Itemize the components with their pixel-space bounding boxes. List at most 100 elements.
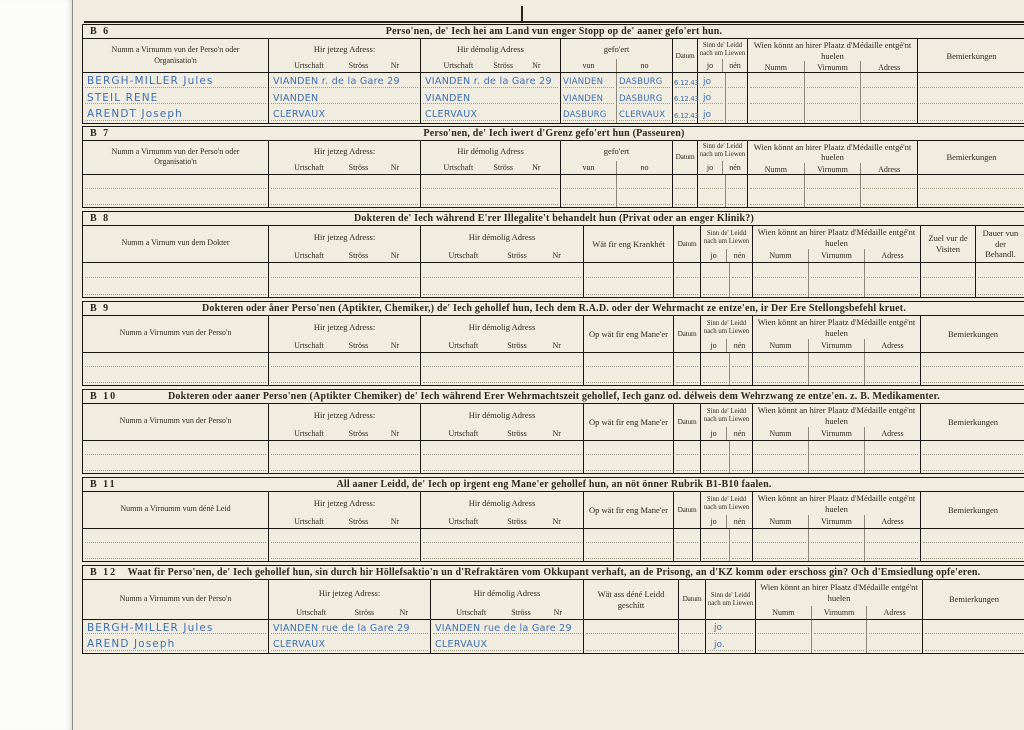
table-row [83,190,1024,207]
cell-gefoert: DASBURG CLERVAUX [561,106,673,123]
sublabel-virnumm: Virnumm [808,426,864,440]
sublabel-nr: Nr [552,428,561,438]
section-title: Waat fir Perso'nen, de' Iech gehollef hu… [127,566,981,578]
column-sublabels: Numm Virnumm Adress [753,338,920,352]
sublabel-nr: Nr [390,516,400,526]
column-label: Hir démolig Adress [473,587,541,598]
cell-wien-numm [748,175,804,191]
column-label: Datum [682,594,702,604]
cell-bemierkungen [921,441,1024,457]
table-row: BERGH-MILLER Jules VIANDEN r. de la Gare … [83,73,1024,90]
column-sublabels: Urtschaft Ströss Nr [421,161,560,174]
column-sublabels: Urtschaft Ströss Nr [269,515,420,528]
section-id: B 6 [90,26,111,37]
cell-datum [674,368,701,385]
cell-wien [748,190,918,207]
column-sublabels: jo nén [701,426,752,440]
cell-wien-adress [864,368,920,385]
cell-name [83,262,269,280]
section-b9: B 9 Dokteren oder åner Perso'nen (Aptikte… [82,300,1024,386]
top-rule [84,21,1024,23]
column-label: Bemierkungen [948,594,1000,605]
cell-wien-virnumm [808,456,864,473]
column-sublabels: jo nén [698,160,747,174]
cell-wien-numm [753,369,808,385]
cell-bemierkungen [921,529,1024,545]
cell-wien [753,456,921,473]
sublabel-nen: nén [726,248,752,262]
cell-datum [674,352,701,369]
sublabel-stross: Ströss [348,250,369,260]
column-label: Numm a Virnumm vun der Perso'n oder Orga… [111,45,240,65]
sublabel-nen: nén [722,160,747,174]
cell-name: BERGH-MILLER Jules [83,73,269,90]
cell-datum [679,636,706,653]
cell-bemierkungen [921,545,1024,561]
cell-name: BERGH-MILLER Jules [83,619,269,636]
column-header-sinn: Sinn de' Leidd nach um Liewen jo nén [701,491,753,528]
column-label: Hir jetzeg Adress: [313,145,376,156]
cell-wien-adress [864,456,920,473]
cell-demolig [421,544,584,561]
cell-wien-numm [753,280,808,297]
scan-left-margin [0,0,73,730]
cell-nen [724,174,748,191]
section-titlebar: B 6 Perso'nen, de' Iech hei am Land vun e… [83,25,1024,39]
column-sublabels: vun no [561,160,672,174]
cell-sinn [701,440,753,457]
sublabel-numm: Numm [769,340,792,350]
column-header-krankheet: Wät fir eng Krankhét [584,225,674,262]
sublabel-stross: Ströss [511,607,531,617]
section-title: Dokteren de' Iech während E'rer Illegali… [353,212,755,224]
section-b10: B 10 Dokteren oder aaner Perso'nen (Aptik… [82,388,1024,474]
cell-jo [701,353,729,369]
cell-jetzeg [269,440,421,457]
column-header-datum: Datum [673,39,698,72]
column-label: Numm a Virnumm vum déné Leid [120,504,231,514]
cell-sinn [701,279,753,297]
sublabel-nen: nén [726,514,752,528]
cell-dauer_behandl [976,280,1024,297]
cell-nen [724,89,748,106]
cell-demolig: VIANDEN [421,89,561,106]
cell-maneer [584,368,674,385]
cell-name [83,190,269,207]
column-label: Hir démolig Adress [468,498,536,509]
sublabel-adress: Adress [864,514,920,528]
sublabel-urtschaft: Urtschaft [443,162,474,172]
sublabel-adress: Adress [864,426,920,440]
cell-wien [756,619,923,636]
cell-maneer [584,544,674,561]
column-header-dauer_behandl: Dauer vun der Behandl. [976,226,1024,262]
sublabel-urtschaft: Urtschaft [443,61,474,70]
sublabel-jo: jo [706,61,714,70]
cell-nen [728,262,753,280]
sublabel-no: no [616,160,672,174]
cell-datum [674,456,701,473]
column-sublabels: Urtschaft Ströss Nr [431,606,583,619]
column-label: Sinn de' Leidd nach um Liewen [703,495,750,511]
column-header-maneer: Op wät fir eng Mane'er [584,403,674,440]
cell-wien-numm [748,90,804,107]
column-sublabels: Urtschaft Ströss Nr [421,427,583,440]
column-header-wien: Wien könnt an hirer Plaatz d'Médaille en… [748,140,918,174]
column-label: Wien könnt an hirer Plaatz d'Médaille en… [757,492,916,514]
cell-bemierkungen [918,175,1024,191]
column-label: Hir jetzeg Adress: [318,587,381,598]
column-sublabels: Urtschaft Ströss Nr [269,59,420,72]
cell-bemierkungen [918,90,1024,107]
cell-datum [674,279,701,297]
column-label: Sinn de' Leidd nach um Liewen [703,229,750,245]
column-label: Numm a Virnumm vun der Perso'n [119,416,232,426]
cell-jetzeg: VIANDEN rue de la Gare 29 [269,619,431,636]
cell-wien-adress [860,73,917,90]
column-label: Hir démolig Adress [468,410,536,421]
section-b11: B 11 All aaner Leidd, de' Iech op irgent … [82,476,1024,562]
sublabel-vun: vun [582,61,595,70]
section-rows [83,174,1024,207]
cell-wien [753,528,921,545]
cell-wien-numm [748,73,804,90]
cell-gefoert [561,190,673,207]
cell-demolig [421,174,561,191]
sublabel-stross: Ströss [493,61,513,70]
